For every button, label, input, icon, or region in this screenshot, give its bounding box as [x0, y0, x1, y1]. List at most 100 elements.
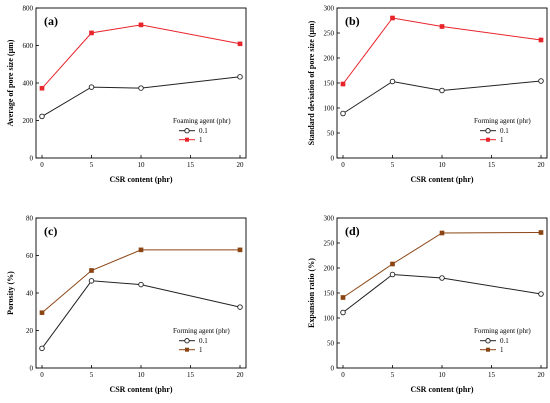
data-point: [538, 78, 544, 84]
x-tick-label: 0: [341, 161, 345, 169]
x-tick-label: 20: [237, 371, 245, 379]
y-tick-label: 150: [324, 79, 335, 87]
legend-label: 0.1: [199, 127, 208, 135]
data-point: [237, 304, 243, 310]
x-tick-label: 15: [187, 161, 195, 169]
legend-title: Foaming agent (phr): [173, 117, 231, 125]
y-tick-label: 60: [26, 252, 34, 260]
legend-marker: [184, 338, 190, 344]
series-line-1: [41, 24, 241, 89]
data-point: [340, 110, 346, 117]
y-tick-label: 200: [23, 117, 34, 125]
data-point: [237, 41, 243, 47]
data-point: [39, 113, 45, 120]
data-point: [390, 15, 395, 21]
y-tick-label: 200: [324, 54, 335, 62]
data-point: [389, 78, 396, 85]
y-tick-label: 100: [324, 104, 335, 112]
x-axis-title: CSR content (phr): [109, 175, 172, 184]
data-point: [390, 261, 395, 267]
legend-title: Forming agent (phr): [474, 117, 531, 125]
data-point: [138, 247, 144, 253]
data-point: [439, 24, 445, 29]
x-tick-label: 0: [40, 161, 44, 169]
y-tick-label: 0: [331, 364, 335, 372]
panel-label: (b): [345, 14, 360, 28]
data-point: [88, 84, 95, 90]
series-line-0-1: [342, 273, 542, 313]
series-line-0-1: [342, 80, 542, 114]
plot-frame: [35, 7, 247, 159]
series-line-1: [342, 232, 542, 298]
legend-label: 0.1: [500, 127, 509, 135]
series-line-1: [41, 249, 240, 314]
x-tick-label: 0: [341, 371, 345, 379]
y-tick-label: 150: [324, 289, 335, 297]
plot-frame: [35, 217, 247, 369]
y-tick-label: 400: [23, 79, 34, 87]
data-point: [138, 281, 144, 288]
data-point: [538, 37, 544, 43]
y-tick-label: 50: [327, 129, 335, 137]
data-point: [340, 295, 346, 300]
panel-label: (c): [44, 224, 57, 238]
data-point: [538, 230, 544, 235]
data-point: [89, 30, 94, 36]
y-tick-label: 800: [23, 4, 34, 12]
series-line-0-1: [41, 280, 241, 349]
x-axis-title: CSR content (phr): [410, 175, 473, 184]
x-tick-label: 15: [187, 371, 195, 379]
y-tick-label: 0: [30, 364, 34, 372]
y-tick-label: 250: [324, 29, 335, 37]
x-tick-label: 20: [538, 161, 546, 169]
panel-label: (d): [345, 224, 360, 238]
legend-marker: [184, 128, 190, 134]
x-tick-label: 10: [439, 371, 447, 379]
y-tick-label: 0: [331, 154, 335, 162]
data-point: [138, 85, 144, 91]
y-tick-label: 250: [324, 239, 335, 247]
y-tick-label: 300: [324, 214, 335, 222]
x-tick-label: 5: [391, 371, 395, 379]
y-tick-label: 300: [324, 4, 335, 12]
series-line-1: [342, 17, 542, 85]
x-tick-label: 0: [40, 371, 44, 379]
legend-label: 0.1: [500, 337, 509, 345]
y-tick-label: 20: [26, 327, 34, 335]
data-point: [39, 345, 45, 352]
x-axis-title: CSR content (phr): [109, 385, 172, 394]
x-tick-label: 15: [488, 371, 496, 379]
legend-title: Forming agent (phr): [173, 327, 230, 335]
x-tick-label: 15: [488, 161, 496, 169]
y-tick-label: 600: [23, 42, 34, 50]
data-point: [340, 309, 346, 316]
x-axis-title: CSR content (phr): [410, 385, 473, 394]
y-axis-title: Standard deviation of pore size (μm): [307, 20, 316, 145]
data-point: [39, 310, 45, 315]
x-tick-label: 20: [237, 161, 245, 169]
data-point: [538, 291, 544, 297]
y-tick-label: 80: [26, 214, 34, 222]
legend-label: 1: [199, 346, 203, 354]
data-point: [237, 247, 243, 253]
legend-label: 1: [500, 136, 504, 144]
data-point: [389, 271, 396, 278]
x-tick-label: 5: [90, 161, 94, 169]
legend-marker: [185, 137, 189, 142]
x-tick-label: 10: [138, 161, 146, 169]
y-axis-title: Porosity (%): [6, 271, 15, 315]
legend-marker: [485, 338, 491, 344]
y-tick-label: 200: [324, 264, 335, 272]
y-axis-title: Expansion ratio (%): [307, 258, 316, 328]
data-point: [439, 275, 445, 281]
legend-marker: [486, 347, 490, 352]
data-point: [89, 268, 94, 273]
legend-label: 1: [500, 346, 504, 354]
y-tick-label: 0: [30, 154, 34, 162]
series-line-0-1: [41, 76, 241, 117]
data-point: [439, 87, 445, 94]
